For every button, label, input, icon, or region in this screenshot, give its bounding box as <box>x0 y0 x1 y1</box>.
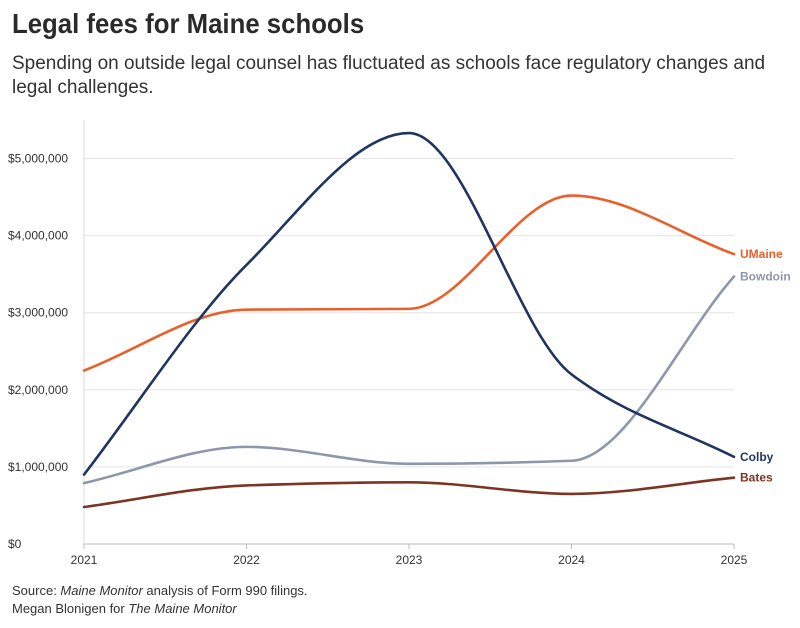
x-tick-label: 2024 <box>558 553 585 567</box>
source-suffix: analysis of Form 990 filings. <box>142 583 308 598</box>
y-tick-label: $2,000,000 <box>8 383 68 397</box>
y-tick-label: $4,000,000 <box>8 229 68 243</box>
series-label-bowdoin: Bowdoin <box>740 269 791 283</box>
series-line-bates <box>82 476 736 509</box>
series-line-bowdoin <box>82 275 736 485</box>
series-label-umaine: UMaine <box>740 247 783 261</box>
series-labels: UMaine Bowdoin Colby Bates <box>740 247 791 485</box>
x-tick-label: 2023 <box>396 553 423 567</box>
source-publication: Maine Monitor <box>60 583 143 598</box>
source-prefix: Source: <box>12 583 61 598</box>
page-subtitle: Spending on outside legal counsel has fl… <box>12 53 766 98</box>
x-axis-ticks: 2021 2022 2023 2024 2025 <box>71 544 748 567</box>
series-label-bates: Bates <box>740 471 773 485</box>
series-line-colby <box>82 131 736 476</box>
series-lines <box>82 131 736 509</box>
page-title: Legal fees for Maine schools <box>12 8 365 39</box>
line-chart: $0 $1,000,000 $2,000,000 $3,000,000 $4,000,0… <box>8 120 791 567</box>
y-tick-label: $1,000,000 <box>8 460 68 474</box>
grid-lines <box>83 120 734 545</box>
credit-publication: The Maine Monitor <box>128 601 237 616</box>
y-tick-label: $3,000,000 <box>8 306 68 320</box>
x-tick-label: 2025 <box>721 553 748 567</box>
x-tick-label: 2022 <box>233 553 260 567</box>
series-line-umaine <box>82 194 736 372</box>
y-tick-label: $5,000,000 <box>8 152 68 166</box>
x-tick-label: 2021 <box>71 553 98 567</box>
credit-note: Megan Blonigen for The Maine Monitor <box>12 600 237 618</box>
source-note: Source: Maine Monitor analysis of Form 9… <box>12 582 308 600</box>
y-axis-ticks: $0 $1,000,000 $2,000,000 $3,000,000 $4,000,0… <box>8 152 68 551</box>
credit-prefix: Megan Blonigen for <box>12 601 129 616</box>
series-label-colby: Colby <box>740 450 774 464</box>
y-tick-label: $0 <box>8 537 22 551</box>
